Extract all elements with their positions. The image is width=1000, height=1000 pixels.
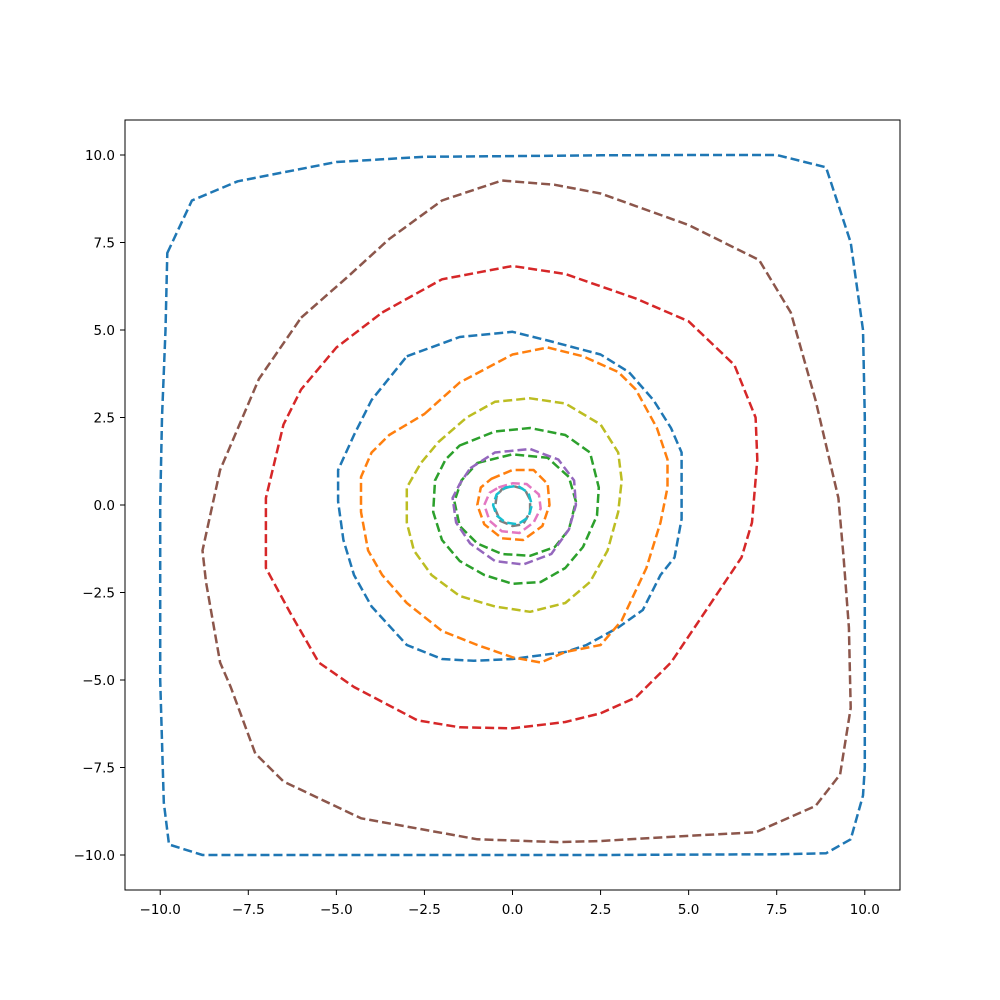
x-tick-label: −10.0	[140, 902, 181, 918]
y-axis-ticks: −10.0 −7.5 −5.0 −2.5 0.0 2.5 5.0 7.5 10.0	[74, 148, 125, 864]
contour-line-4	[336, 330, 683, 663]
contour-line-8	[453, 453, 578, 558]
x-tick-label: 7.5	[766, 902, 787, 918]
contour-line-6	[405, 397, 623, 614]
x-tick-label: −5.0	[320, 902, 353, 918]
series-layer	[158, 153, 867, 857]
contour-line-5	[359, 346, 669, 664]
x-tick-label: 10.0	[850, 902, 880, 918]
x-tick-label: −2.5	[408, 902, 441, 918]
x-tick-label: 5.0	[678, 902, 699, 918]
x-tick-label: 2.5	[590, 902, 611, 918]
x-tick-label: 0.0	[502, 902, 523, 918]
contour-line-1	[158, 153, 867, 857]
y-tick-label: −2.5	[82, 586, 115, 602]
contour-line-7	[431, 426, 601, 586]
contour-line-3	[264, 264, 759, 730]
y-tick-label: −10.0	[74, 848, 115, 864]
contour-line-2	[201, 179, 852, 844]
y-tick-label: 2.5	[94, 411, 115, 427]
contour-line-10	[476, 468, 551, 542]
y-tick-label: 7.5	[94, 236, 115, 252]
y-tick-label: 0.0	[94, 498, 115, 514]
contour-line-9	[451, 447, 578, 566]
x-axis-ticks: −10.0 −7.5 −5.0 −2.5 0.0 2.5 5.0 7.5 10.0	[140, 890, 880, 918]
contour-line-13	[491, 484, 534, 526]
contour-line-11	[483, 482, 542, 535]
y-tick-label: 10.0	[85, 148, 115, 164]
y-tick-label: 5.0	[94, 323, 115, 339]
x-tick-label: −7.5	[232, 902, 265, 918]
y-tick-label: −5.0	[82, 673, 115, 689]
y-tick-label: −7.5	[82, 761, 115, 777]
